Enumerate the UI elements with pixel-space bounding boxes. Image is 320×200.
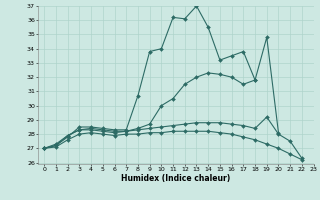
X-axis label: Humidex (Indice chaleur): Humidex (Indice chaleur) [121, 174, 231, 183]
